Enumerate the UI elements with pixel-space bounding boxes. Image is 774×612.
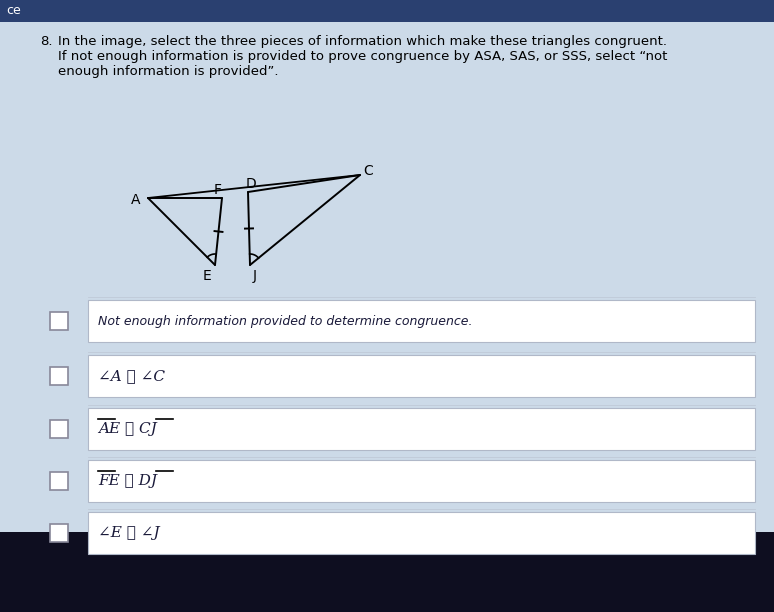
Bar (50, 524, 68, 542)
Bar (0, 22, 774, 532)
Bar (88, 512, 755, 554)
Bar (50, 367, 68, 385)
Bar (88, 300, 755, 342)
Text: AE ≅ CJ: AE ≅ CJ (98, 422, 157, 436)
Text: C: C (363, 164, 373, 178)
Bar (50, 420, 68, 438)
Text: enough information is provided”.: enough information is provided”. (58, 65, 279, 78)
Text: E: E (203, 269, 211, 283)
Text: FE ≅ DJ: FE ≅ DJ (98, 474, 157, 488)
Text: F: F (214, 183, 222, 197)
Text: D: D (245, 177, 256, 191)
Text: If not enough information is provided to prove congruence by ASA, SAS, or SSS, s: If not enough information is provided to… (58, 50, 667, 63)
Text: J: J (253, 269, 257, 283)
Text: A: A (132, 193, 141, 207)
Bar (50, 312, 68, 330)
Bar (0, 532, 774, 612)
Bar (88, 460, 755, 502)
Bar (0, 0, 774, 22)
Text: 8.: 8. (40, 35, 53, 48)
Bar (50, 472, 68, 490)
Bar (88, 408, 755, 450)
Text: ∠A ≅ ∠C: ∠A ≅ ∠C (98, 369, 165, 383)
Text: Not enough information provided to determine congruence.: Not enough information provided to deter… (98, 315, 472, 327)
Text: ∠E ≅ ∠J: ∠E ≅ ∠J (98, 526, 159, 540)
Bar (88, 355, 755, 397)
Text: ce: ce (6, 4, 21, 18)
Text: In the image, select the three pieces of information which make these triangles : In the image, select the three pieces of… (58, 35, 667, 48)
